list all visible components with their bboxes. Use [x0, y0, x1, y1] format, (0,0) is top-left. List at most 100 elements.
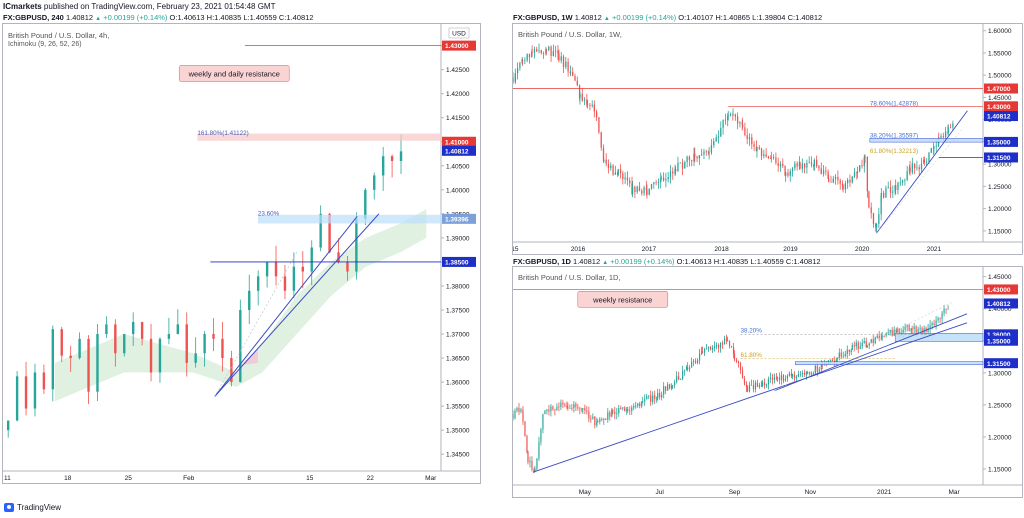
- annotation-box: [577, 291, 669, 308]
- chart-panel-1w[interactable]: 1.600001.550001.500001.450001.400001.350…: [512, 23, 1023, 255]
- candle-body: [614, 172, 617, 175]
- candle-body: [776, 377, 779, 379]
- candle-body: [648, 395, 650, 397]
- candle-body: [533, 49, 536, 53]
- trendline-outer: [214, 213, 380, 397]
- candle-body: [548, 409, 550, 412]
- candle-body: [531, 51, 533, 53]
- candle-body: [603, 159, 605, 161]
- chart-panel-4h[interactable]: 1.43000 1.42500 1.42000 1.41500 1.41000 1.405…: [2, 23, 481, 484]
- chart-svg-1d[interactable]: 1.45000 1.40000 1.35000 1.30000 1.25000 1.200…: [513, 267, 1022, 497]
- candle-body: [575, 403, 577, 408]
- candle-body: [891, 329, 893, 336]
- candle-body: [949, 126, 952, 128]
- price-tag: [984, 335, 1018, 346]
- candle-body: [176, 324, 180, 335]
- price-tag-label: 1.39396: [445, 216, 469, 223]
- tradingview-logo-text: TradingView: [17, 503, 62, 512]
- candle-body: [777, 162, 779, 167]
- close-1w: C:1.40812: [787, 13, 823, 22]
- y-tick-label: 1.35500: [446, 404, 470, 411]
- y-tick-label: 1.37500: [446, 307, 470, 314]
- up-arrow-icon: ▲: [95, 16, 102, 22]
- price-tag-label: 1.43000: [987, 287, 1011, 294]
- chart-svg-4h[interactable]: 1.43000 1.42500 1.42000 1.41500 1.41000 1.405…: [3, 24, 480, 483]
- candle-body: [546, 409, 548, 411]
- candle-body: [791, 374, 793, 377]
- candle-body: [923, 159, 926, 163]
- candle-body: [866, 345, 868, 347]
- open-4h: O:1.40613: [169, 13, 205, 22]
- candle-body: [581, 408, 583, 410]
- tradingview-logo[interactable]: TradingView: [4, 503, 61, 512]
- candle-body: [536, 458, 538, 470]
- candle-body: [841, 183, 844, 186]
- candle-body: [797, 374, 799, 377]
- candle-body: [591, 104, 593, 106]
- x-tick-label: 2017: [642, 246, 657, 253]
- candle-body: [846, 349, 848, 355]
- candle-body: [849, 179, 851, 183]
- candle-body: [631, 186, 634, 194]
- candle-body: [748, 384, 751, 392]
- chart-panel-1d[interactable]: 1.45000 1.40000 1.35000 1.30000 1.25000 1.200…: [512, 266, 1023, 498]
- candle-body: [771, 377, 774, 380]
- fib-anchor-line: [774, 302, 953, 391]
- candle-body: [779, 163, 782, 167]
- candle-body: [694, 153, 696, 157]
- candle-body: [818, 165, 820, 169]
- candle-body: [825, 170, 827, 172]
- up-arrow-icon: ▲: [602, 260, 609, 266]
- annotation-weekly-resistance: weekly resistance: [592, 295, 652, 304]
- candle-body: [256, 276, 260, 291]
- fib-236-band: [257, 214, 441, 224]
- candle-body: [693, 360, 695, 362]
- candle-body: [786, 375, 789, 379]
- candle-body: [830, 181, 832, 183]
- candle-body: [650, 184, 653, 189]
- candle-body: [715, 345, 718, 347]
- candle-body: [750, 384, 753, 386]
- price-tag-label: 1.43000: [445, 43, 469, 50]
- y-tick-label: 1.30000: [988, 162, 1012, 169]
- candle-body: [583, 99, 586, 101]
- candle-body: [705, 348, 708, 350]
- candle-body: [805, 372, 807, 375]
- legend-title-1d: British Pound / U.S. Dollar, 1D,: [518, 273, 621, 282]
- candle-body: [659, 392, 661, 398]
- candle-body: [680, 378, 682, 380]
- candle-body: [641, 401, 643, 407]
- candle-body: [893, 329, 895, 336]
- candle-body: [310, 247, 313, 272]
- candle-body: [567, 61, 569, 72]
- candle-body: [698, 155, 701, 159]
- candle-body: [729, 114, 732, 116]
- candle-body: [821, 364, 823, 366]
- price-tag: [442, 136, 476, 147]
- y-tick-label: 1.20000: [988, 434, 1012, 441]
- candle-body: [763, 382, 766, 386]
- candle-body: [638, 186, 641, 191]
- candle-body: [880, 337, 882, 339]
- close-4h: C:1.40812: [278, 13, 314, 22]
- candle-body: [715, 137, 717, 142]
- candle-body: [564, 404, 566, 406]
- candle-body: [939, 318, 941, 320]
- y-tick-label: 1.55000: [988, 50, 1012, 57]
- candle-body: [751, 137, 753, 145]
- candle-body: [595, 111, 598, 118]
- x-tick-label: 25: [125, 475, 133, 482]
- candle-body: [795, 376, 797, 378]
- candle-body: [612, 165, 614, 175]
- candle-body: [114, 324, 117, 354]
- candle-body: [544, 410, 546, 415]
- candle-body: [770, 157, 772, 159]
- candle-body: [622, 173, 624, 180]
- candle-body: [853, 172, 856, 177]
- candle-body: [381, 156, 385, 176]
- price-tag-label: 1.35000: [987, 139, 1011, 146]
- candle-body: [784, 378, 787, 381]
- chart-svg-1w[interactable]: 1.600001.550001.500001.450001.400001.350…: [513, 24, 1022, 254]
- candle-body: [518, 407, 520, 412]
- candle-body: [801, 163, 803, 169]
